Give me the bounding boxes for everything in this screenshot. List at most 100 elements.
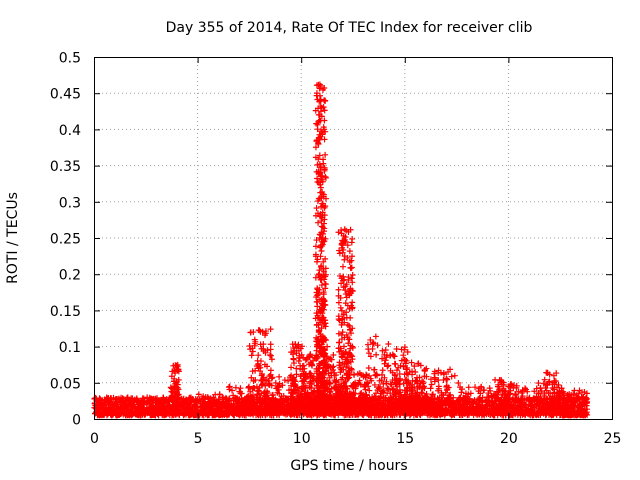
data-point (300, 362, 307, 369)
data-point (174, 394, 181, 401)
data-point (155, 409, 162, 416)
data-point (228, 400, 235, 407)
data-point (448, 373, 455, 380)
data-point (108, 409, 115, 416)
data-point (101, 402, 108, 409)
data-point (449, 411, 456, 418)
data-point (273, 402, 280, 409)
data-point (167, 384, 174, 391)
data-point (246, 407, 253, 414)
data-point (219, 394, 226, 401)
data-point (161, 411, 168, 418)
data-point (260, 341, 267, 348)
data-point (458, 389, 465, 396)
data-point (258, 345, 265, 352)
data-point (111, 402, 118, 409)
data-point (197, 398, 204, 405)
data-point (205, 404, 212, 411)
data-point (180, 410, 187, 417)
data-point (320, 268, 327, 275)
data-point (264, 389, 271, 396)
data-point (272, 379, 279, 386)
data-point (306, 402, 313, 409)
data-point (194, 396, 201, 403)
data-point (195, 391, 202, 398)
data-point (186, 402, 193, 409)
data-point (118, 394, 125, 401)
data-point (286, 387, 293, 394)
data-point (242, 400, 249, 407)
data-point (139, 403, 146, 410)
data-point (170, 378, 177, 385)
data-point (247, 346, 254, 353)
data-point (293, 371, 300, 378)
data-point (249, 368, 256, 375)
data-point (250, 384, 257, 391)
data-point (266, 373, 273, 380)
data-point (267, 326, 274, 333)
data-point (226, 395, 233, 402)
data-point (434, 411, 441, 418)
data-point (390, 352, 397, 359)
data-point (130, 402, 137, 409)
data-point (274, 384, 281, 391)
data-point (170, 362, 177, 369)
data-point (348, 264, 355, 271)
data-point (106, 401, 113, 408)
data-point (291, 381, 298, 388)
data-point (290, 360, 297, 367)
data-point (238, 402, 245, 409)
data-point (168, 388, 175, 395)
data-point (267, 352, 274, 359)
data-point (274, 408, 281, 415)
data-point (465, 384, 472, 391)
data-point (190, 412, 197, 419)
data-point (218, 405, 225, 412)
data-point (251, 407, 258, 414)
data-point (180, 395, 187, 402)
data-point (336, 250, 343, 257)
data-point (262, 328, 269, 335)
data-point (210, 399, 217, 406)
data-point (256, 327, 263, 334)
data-point (259, 370, 266, 377)
data-point (288, 399, 295, 406)
data-point (288, 382, 295, 389)
data-point (300, 383, 307, 390)
data-point (302, 396, 309, 403)
data-point (292, 341, 299, 348)
data-point (133, 406, 140, 413)
data-point (248, 374, 255, 381)
data-point (158, 397, 165, 404)
data-point (306, 379, 313, 386)
data-point (317, 97, 324, 104)
data-point (349, 299, 356, 306)
data-point (269, 398, 276, 405)
data-point (267, 346, 274, 353)
data-point (175, 399, 182, 406)
data-point (385, 340, 392, 347)
data-point (238, 395, 245, 402)
data-point (297, 345, 304, 352)
data-point (346, 248, 353, 255)
data-point (152, 412, 159, 419)
data-point (118, 410, 125, 417)
data-point (296, 407, 303, 414)
data-point (171, 367, 178, 374)
data-point (365, 364, 372, 371)
data-point (276, 373, 283, 380)
data-point (252, 376, 259, 383)
data-point (249, 400, 256, 407)
data-point (304, 391, 311, 398)
data-point (99, 411, 106, 418)
data-point (319, 224, 326, 231)
data-point (276, 399, 283, 406)
data-point (181, 404, 188, 411)
data-point (260, 380, 267, 387)
data-point (263, 377, 270, 384)
data-point (440, 376, 447, 383)
data-point (267, 351, 274, 358)
data-point (139, 408, 146, 415)
data-point (335, 286, 342, 293)
data-point (122, 397, 129, 404)
